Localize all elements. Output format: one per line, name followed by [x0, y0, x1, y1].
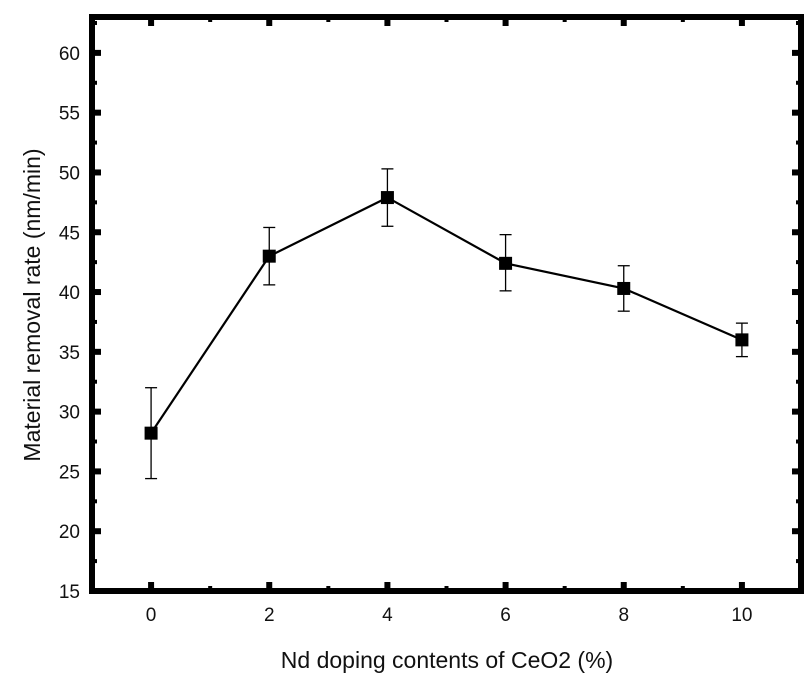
series-line [150, 196, 743, 434]
x-tick-label: 0 [146, 605, 157, 626]
data-point [380, 191, 394, 205]
y-tick-label: 55 [59, 104, 80, 125]
y-tick-label: 45 [59, 223, 80, 244]
data-point [735, 333, 749, 347]
y-tick-label: 25 [59, 462, 80, 483]
x-tick-label: 4 [382, 605, 393, 626]
y-tick-label: 30 [59, 403, 80, 424]
x-tick-label: 10 [731, 605, 752, 626]
y-axis: 15 20 25 30 35 40 45 50 55 60 [59, 20, 801, 603]
y-tick-label: 35 [59, 343, 80, 364]
x-tick-label: 8 [618, 605, 629, 626]
data-point [499, 256, 513, 270]
x-tick-label: 6 [500, 605, 511, 626]
x-axis-label: Nd doping contents of CeO2 (%) [281, 647, 613, 673]
data-point [617, 281, 631, 295]
y-tick-label: 40 [59, 283, 80, 304]
x-tick-label: 2 [264, 605, 275, 626]
data-point [262, 249, 276, 263]
data-point [144, 426, 158, 440]
y-tick-label: 50 [59, 163, 80, 184]
x-axis: 0 2 4 6 8 10 [146, 17, 752, 626]
y-tick-label: 60 [59, 44, 80, 65]
y-axis-label: Material removal rate (nm/min) [19, 148, 45, 461]
y-tick-label: 15 [59, 582, 80, 603]
plot-content [144, 168, 749, 480]
y-tick-label: 20 [59, 522, 80, 543]
plot-frame [89, 14, 804, 594]
